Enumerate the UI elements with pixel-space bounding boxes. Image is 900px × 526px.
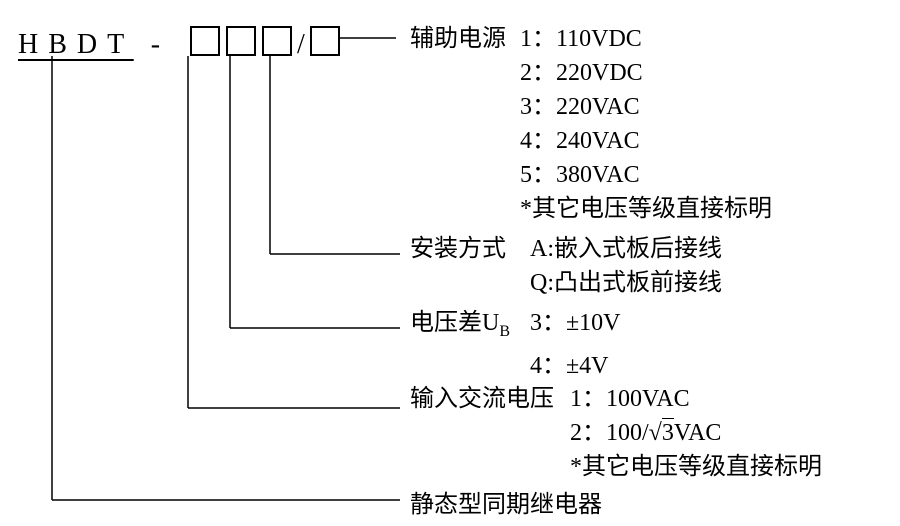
section-row: 输入交流电压1：100VAC [410, 382, 822, 416]
section-row: *其它电压等级直接标明 [410, 192, 772, 226]
section-row: 安装方式A:嵌入式板后接线 [410, 232, 722, 266]
section: 辅助电源1：110VDC 2：220VDC 3：220VAC 4：240VAC … [410, 22, 772, 226]
option-value: 240VAC [556, 124, 640, 158]
section-note: *其它电压等级直接标明 [570, 454, 822, 480]
option-value: 380VAC [556, 158, 640, 192]
section: 电压差UB3：±10V 4：±4V [410, 306, 621, 383]
option-value: 220VDC [556, 56, 643, 90]
model-slash: / [297, 29, 305, 60]
option-value: ±10V [566, 306, 621, 340]
placeholder-box [226, 26, 256, 56]
option-code: Q: [530, 266, 554, 300]
section: 输入交流电压1：100VAC 2：100/√3VAC *其它电压等级直接标明 [410, 382, 822, 484]
section-row: 4：240VAC [410, 124, 772, 158]
section-note: *其它电压等级直接标明 [520, 196, 772, 222]
section-title: 安装方式 [410, 232, 530, 266]
option-code: 4： [530, 349, 566, 383]
model-sep: - [134, 29, 187, 60]
option-value: ±4V [566, 349, 609, 383]
section-title: 静态型同期继电器 [410, 488, 602, 522]
option-code: 5： [520, 158, 556, 192]
option-value: 嵌入式板后接线 [554, 232, 722, 266]
section-row: 电压差UB3：±10V [410, 306, 621, 349]
option-value: 110VDC [556, 22, 642, 56]
placeholder-box [310, 26, 340, 56]
section-title: 辅助电源 [410, 22, 520, 56]
section-row: 5：380VAC [410, 158, 772, 192]
option-code: 2： [520, 56, 556, 90]
option-value: 220VAC [556, 90, 640, 124]
section-row: 2：220VDC [410, 56, 772, 90]
option-code: 1： [520, 22, 556, 56]
model-code-bar: HBDT - / [18, 26, 343, 61]
section-row: Q:凸出式板前接线 [410, 266, 722, 300]
option-code: 3： [530, 306, 566, 340]
placeholder-box [190, 26, 220, 56]
option-code: 2： [570, 416, 606, 450]
section: 静态型同期继电器 [410, 488, 602, 522]
option-value: 100VAC [606, 382, 690, 416]
section-row: *其它电压等级直接标明 [410, 450, 822, 484]
option-value: 凸出式板前接线 [554, 266, 722, 300]
model-prefix: HBDT [18, 29, 134, 60]
section: 安装方式A:嵌入式板后接线 Q:凸出式板前接线 [410, 232, 722, 300]
section-row: 2：100/√3VAC [410, 416, 822, 450]
placeholder-box [262, 26, 292, 56]
option-code: 4： [520, 124, 556, 158]
option-code: 1： [570, 382, 606, 416]
section-row: 3：220VAC [410, 90, 772, 124]
section-title: 输入交流电压 [410, 382, 570, 416]
option-code: 3： [520, 90, 556, 124]
section-title: 电压差UB [410, 306, 530, 349]
option-value: 100/√3VAC [606, 416, 721, 450]
option-code: A: [530, 232, 554, 266]
section-row: 4：±4V [410, 349, 621, 383]
section-row: 辅助电源1：110VDC [410, 22, 772, 56]
